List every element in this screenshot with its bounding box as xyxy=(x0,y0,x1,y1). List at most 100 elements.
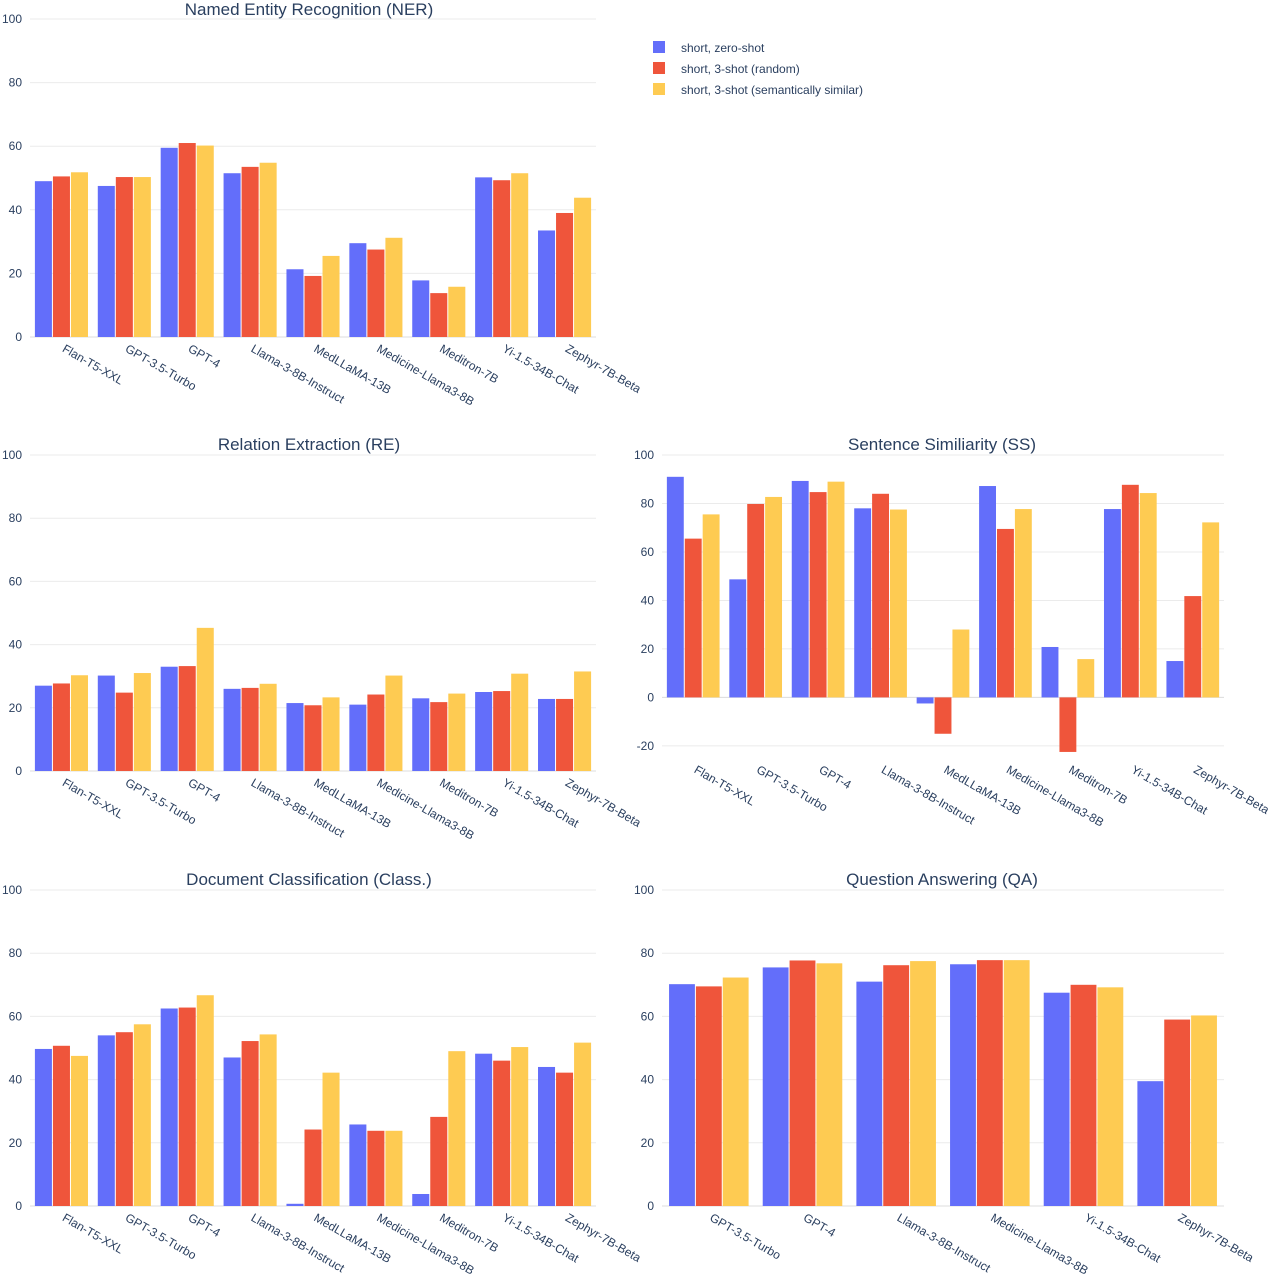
bar-zephyr-7b-beta-short-3-shot-semantically-similar[interactable] xyxy=(1202,522,1220,698)
bar-llama-3-8b-instruct-short-3-shot-random[interactable] xyxy=(241,1041,259,1206)
bar-gpt-3-5-turbo-short-zero-shot[interactable] xyxy=(669,984,695,1206)
bar-zephyr-7b-beta-short-zero-shot[interactable] xyxy=(1137,1081,1164,1206)
bar-meditron-7b-short-zero-shot[interactable] xyxy=(1041,646,1059,698)
bar-yi-1-5-34b-chat-short-3-shot-semantically-similar[interactable] xyxy=(511,173,529,337)
bar-llama-3-8b-instruct-short-3-shot-random[interactable] xyxy=(241,687,259,771)
bar-flan-t5-xxl-short-3-shot-random[interactable] xyxy=(684,538,702,698)
bar-meditron-7b-short-3-shot-random[interactable] xyxy=(430,293,448,337)
bar-meditron-7b-short-zero-shot[interactable] xyxy=(412,1193,430,1206)
bar-llama-3-8b-instruct-short-3-shot-random[interactable] xyxy=(872,493,890,698)
bar-medicine-llama3-8b-short-zero-shot[interactable] xyxy=(349,704,367,771)
bar-yi-1-5-34b-chat-short-3-shot-semantically-similar[interactable] xyxy=(1139,493,1157,698)
bar-medllama-13b-short-3-shot-semantically-similar[interactable] xyxy=(322,697,340,771)
bar-yi-1-5-34b-chat-short-zero-shot[interactable] xyxy=(475,177,493,337)
bar-gpt-3-5-turbo-short-3-shot-semantically-similar[interactable] xyxy=(133,673,151,771)
bar-meditron-7b-short-3-shot-semantically-similar[interactable] xyxy=(1077,659,1095,698)
bar-gpt-3-5-turbo-short-zero-shot[interactable] xyxy=(97,185,115,337)
bar-llama-3-8b-instruct-short-3-shot-semantically-similar[interactable] xyxy=(259,1034,277,1206)
bar-medllama-13b-short-zero-shot[interactable] xyxy=(286,1203,304,1206)
bar-gpt-3-5-turbo-short-3-shot-random[interactable] xyxy=(695,986,722,1206)
bar-gpt-3-5-turbo-short-3-shot-random[interactable] xyxy=(747,503,765,698)
bar-meditron-7b-short-zero-shot[interactable] xyxy=(412,698,430,771)
bar-zephyr-7b-beta-short-zero-shot[interactable] xyxy=(1166,661,1184,698)
bar-yi-1-5-34b-chat-short-3-shot-random[interactable] xyxy=(493,691,511,771)
bar-gpt-4-short-zero-shot[interactable] xyxy=(762,967,789,1206)
bar-gpt-3-5-turbo-short-3-shot-semantically-similar[interactable] xyxy=(133,177,151,337)
bar-medicine-llama3-8b-short-3-shot-random[interactable] xyxy=(996,528,1014,698)
bar-medllama-13b-short-zero-shot[interactable] xyxy=(286,703,304,771)
bar-llama-3-8b-instruct-short-3-shot-semantically-similar[interactable] xyxy=(910,961,936,1206)
bar-medicine-llama3-8b-short-3-shot-random[interactable] xyxy=(976,960,1003,1206)
bar-llama-3-8b-instruct-short-zero-shot[interactable] xyxy=(854,508,872,698)
legend-item-random[interactable]: short, 3-shot (random) xyxy=(653,62,800,76)
bar-gpt-4-short-3-shot-random[interactable] xyxy=(178,666,196,771)
bar-yi-1-5-34b-chat-short-zero-shot[interactable] xyxy=(475,692,493,771)
bar-flan-t5-xxl-short-zero-shot[interactable] xyxy=(34,181,52,337)
bar-zephyr-7b-beta-short-3-shot-semantically-similar[interactable] xyxy=(574,1042,592,1206)
bar-medllama-13b-short-3-shot-random[interactable] xyxy=(304,275,322,337)
bar-llama-3-8b-instruct-short-zero-shot[interactable] xyxy=(223,1057,241,1206)
bar-yi-1-5-34b-chat-short-3-shot-semantically-similar[interactable] xyxy=(511,673,529,771)
bar-yi-1-5-34b-chat-short-zero-shot[interactable] xyxy=(1043,992,1070,1206)
bar-gpt-4-short-zero-shot[interactable] xyxy=(160,147,178,337)
bar-zephyr-7b-beta-short-zero-shot[interactable] xyxy=(538,1066,556,1206)
bar-medllama-13b-short-3-shot-random[interactable] xyxy=(304,1129,322,1206)
bar-gpt-4-short-3-shot-semantically-similar[interactable] xyxy=(196,145,214,337)
bar-llama-3-8b-instruct-short-zero-shot[interactable] xyxy=(223,688,241,771)
bar-medllama-13b-short-zero-shot[interactable] xyxy=(916,697,934,704)
bar-zephyr-7b-beta-short-3-shot-semantically-similar[interactable] xyxy=(1191,1015,1217,1206)
bar-medicine-llama3-8b-short-3-shot-semantically-similar[interactable] xyxy=(1014,509,1032,698)
bar-gpt-4-short-3-shot-semantically-similar[interactable] xyxy=(196,627,214,771)
bar-llama-3-8b-instruct-short-zero-shot[interactable] xyxy=(223,173,241,337)
bar-gpt-4-short-3-shot-semantically-similar[interactable] xyxy=(816,963,843,1206)
bar-medicine-llama3-8b-short-3-shot-semantically-similar[interactable] xyxy=(385,1130,403,1206)
bar-meditron-7b-short-zero-shot[interactable] xyxy=(412,280,430,337)
bar-medicine-llama3-8b-short-zero-shot[interactable] xyxy=(950,964,976,1206)
bar-meditron-7b-short-3-shot-random[interactable] xyxy=(430,702,448,771)
bar-medllama-13b-short-zero-shot[interactable] xyxy=(286,269,304,337)
bar-llama-3-8b-instruct-short-3-shot-random[interactable] xyxy=(241,166,259,337)
bar-medicine-llama3-8b-short-3-shot-semantically-similar[interactable] xyxy=(385,675,403,771)
bar-medicine-llama3-8b-short-3-shot-random[interactable] xyxy=(367,249,385,337)
bar-zephyr-7b-beta-short-3-shot-random[interactable] xyxy=(556,698,574,771)
bar-gpt-3-5-turbo-short-3-shot-semantically-similar[interactable] xyxy=(722,977,749,1206)
bar-yi-1-5-34b-chat-short-3-shot-semantically-similar[interactable] xyxy=(511,1047,529,1206)
bar-gpt-3-5-turbo-short-3-shot-random[interactable] xyxy=(115,177,133,337)
bar-gpt-4-short-zero-shot[interactable] xyxy=(160,1008,178,1207)
bar-medicine-llama3-8b-short-3-shot-random[interactable] xyxy=(367,694,385,771)
bar-llama-3-8b-instruct-short-3-shot-semantically-similar[interactable] xyxy=(890,509,907,698)
legend-item-semantic[interactable]: short, 3-shot (semantically similar) xyxy=(653,83,863,97)
bar-zephyr-7b-beta-short-zero-shot[interactable] xyxy=(538,698,556,771)
bar-yi-1-5-34b-chat-short-zero-shot[interactable] xyxy=(1103,509,1121,698)
bar-zephyr-7b-beta-short-3-shot-random[interactable] xyxy=(1184,596,1202,698)
bar-yi-1-5-34b-chat-short-zero-shot[interactable] xyxy=(475,1053,493,1206)
bar-medicine-llama3-8b-short-3-shot-random[interactable] xyxy=(367,1130,385,1206)
bar-medicine-llama3-8b-short-3-shot-semantically-similar[interactable] xyxy=(385,237,403,337)
bar-zephyr-7b-beta-short-3-shot-random[interactable] xyxy=(1164,1019,1191,1206)
bar-gpt-3-5-turbo-short-zero-shot[interactable] xyxy=(97,675,115,771)
bar-gpt-3-5-turbo-short-3-shot-semantically-similar[interactable] xyxy=(133,1024,151,1206)
bar-medicine-llama3-8b-short-3-shot-semantically-similar[interactable] xyxy=(1003,960,1030,1206)
legend-item-zero-shot[interactable]: short, zero-shot xyxy=(653,41,765,55)
bar-flan-t5-xxl-short-zero-shot[interactable] xyxy=(666,476,684,698)
bar-medllama-13b-short-3-shot-semantically-similar[interactable] xyxy=(322,1072,340,1206)
bar-yi-1-5-34b-chat-short-3-shot-random[interactable] xyxy=(493,1060,511,1206)
bar-flan-t5-xxl-short-3-shot-random[interactable] xyxy=(52,176,70,337)
bar-flan-t5-xxl-short-3-shot-random[interactable] xyxy=(52,683,70,771)
bar-zephyr-7b-beta-short-3-shot-random[interactable] xyxy=(556,1072,574,1206)
bar-medicine-llama3-8b-short-zero-shot[interactable] xyxy=(979,486,996,698)
bar-flan-t5-xxl-short-3-shot-semantically-similar[interactable] xyxy=(702,514,720,698)
bar-yi-1-5-34b-chat-short-3-shot-random[interactable] xyxy=(493,180,511,337)
bar-meditron-7b-short-3-shot-random[interactable] xyxy=(430,1116,448,1206)
bar-zephyr-7b-beta-short-3-shot-random[interactable] xyxy=(556,212,574,337)
bar-gpt-3-5-turbo-short-3-shot-random[interactable] xyxy=(115,692,133,771)
bar-gpt-3-5-turbo-short-3-shot-semantically-similar[interactable] xyxy=(765,496,783,698)
bar-flan-t5-xxl-short-zero-shot[interactable] xyxy=(34,685,52,771)
bar-gpt-4-short-3-shot-semantically-similar[interactable] xyxy=(196,995,214,1206)
bar-gpt-3-5-turbo-short-3-shot-random[interactable] xyxy=(115,1032,133,1206)
bar-medllama-13b-short-3-shot-random[interactable] xyxy=(934,697,952,734)
bar-gpt-4-short-3-shot-semantically-similar[interactable] xyxy=(827,481,845,698)
bar-flan-t5-xxl-short-zero-shot[interactable] xyxy=(34,1048,52,1206)
bar-medicine-llama3-8b-short-zero-shot[interactable] xyxy=(349,1124,367,1206)
bar-llama-3-8b-instruct-short-3-shot-semantically-similar[interactable] xyxy=(259,162,277,337)
